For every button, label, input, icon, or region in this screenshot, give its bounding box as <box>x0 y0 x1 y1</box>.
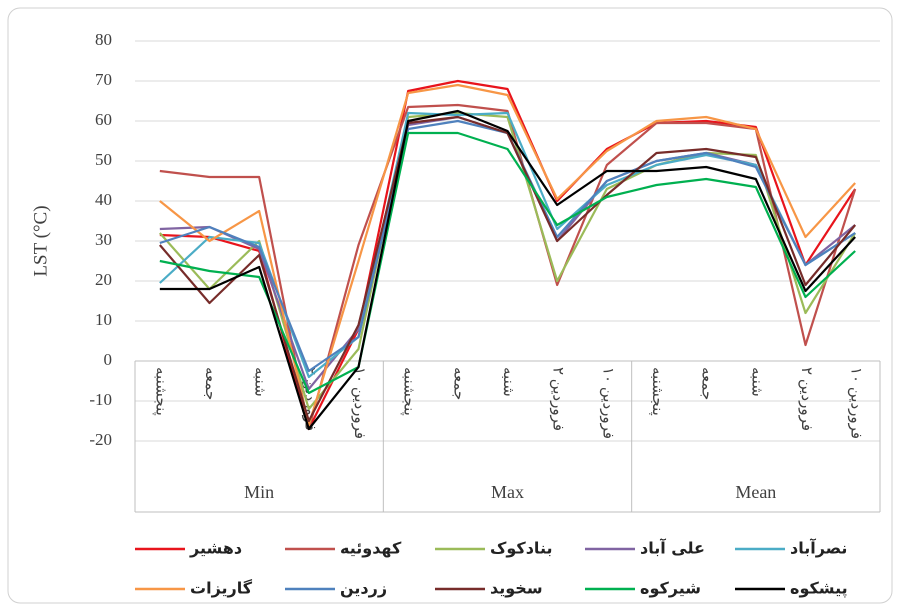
legend-label: دهشیر <box>189 539 242 558</box>
x-tick-label: شنبه <box>748 367 764 397</box>
x-tick-label: جمعه <box>450 367 466 400</box>
x-tick-label: ۱۰ فروردین <box>848 367 864 439</box>
legend-label: بنادکوک <box>490 539 552 558</box>
x-tick-label: ۲ فروردین <box>798 367 814 431</box>
x-tick-label: جمعه <box>202 367 218 400</box>
x-tick-label: شنبه <box>500 367 516 397</box>
y-tick-label: 70 <box>95 70 112 89</box>
y-tick-label: 40 <box>95 190 112 209</box>
x-tick-label: ۱۰ فروردین <box>351 367 367 439</box>
series-line <box>159 83 856 427</box>
x-tick-label: شنبه <box>252 367 268 397</box>
legend-label: سخوید <box>490 579 543 598</box>
x-tick-label: ۲ فروردین <box>550 367 566 431</box>
y-tick-label: 0 <box>104 350 113 369</box>
group-label: Mean <box>735 482 776 502</box>
y-tick-label: 80 <box>95 30 112 49</box>
series-line <box>159 131 856 395</box>
legend-label: پیشکوه <box>790 579 848 599</box>
x-tick-label: پنجشنبه <box>649 367 665 416</box>
y-tick-label: 60 <box>95 110 112 129</box>
y-axis-label: LST (°C) <box>30 205 51 276</box>
x-tick-label: جمعه <box>699 367 715 400</box>
group-label: Max <box>491 482 524 502</box>
y-tick-label: 30 <box>95 230 112 249</box>
group-label: Min <box>244 482 274 502</box>
x-tick-label: پنجشنبه <box>152 367 168 416</box>
chart-border <box>7 7 893 604</box>
series-line <box>159 103 857 431</box>
y-tick-label: 50 <box>95 150 112 169</box>
legend-label: علی آباد <box>640 538 705 558</box>
legend-label: نصرآباد <box>790 538 847 558</box>
legend-label: گاریزات <box>190 579 253 598</box>
y-tick-label: -20 <box>89 430 112 449</box>
legend-label: کهدوئیه <box>340 539 402 558</box>
series-line <box>158 115 857 423</box>
series-line <box>159 109 856 431</box>
legend-label: شیرکوه <box>640 579 701 598</box>
y-tick-label: 20 <box>95 270 112 289</box>
x-tick-label: ۱۰ فروردین <box>599 367 615 439</box>
x-tick-label: پنجشنبه <box>401 367 417 416</box>
y-tick-label: 10 <box>95 310 112 329</box>
y-tick-label: -10 <box>89 390 112 409</box>
legend-label: زردین <box>340 579 387 598</box>
